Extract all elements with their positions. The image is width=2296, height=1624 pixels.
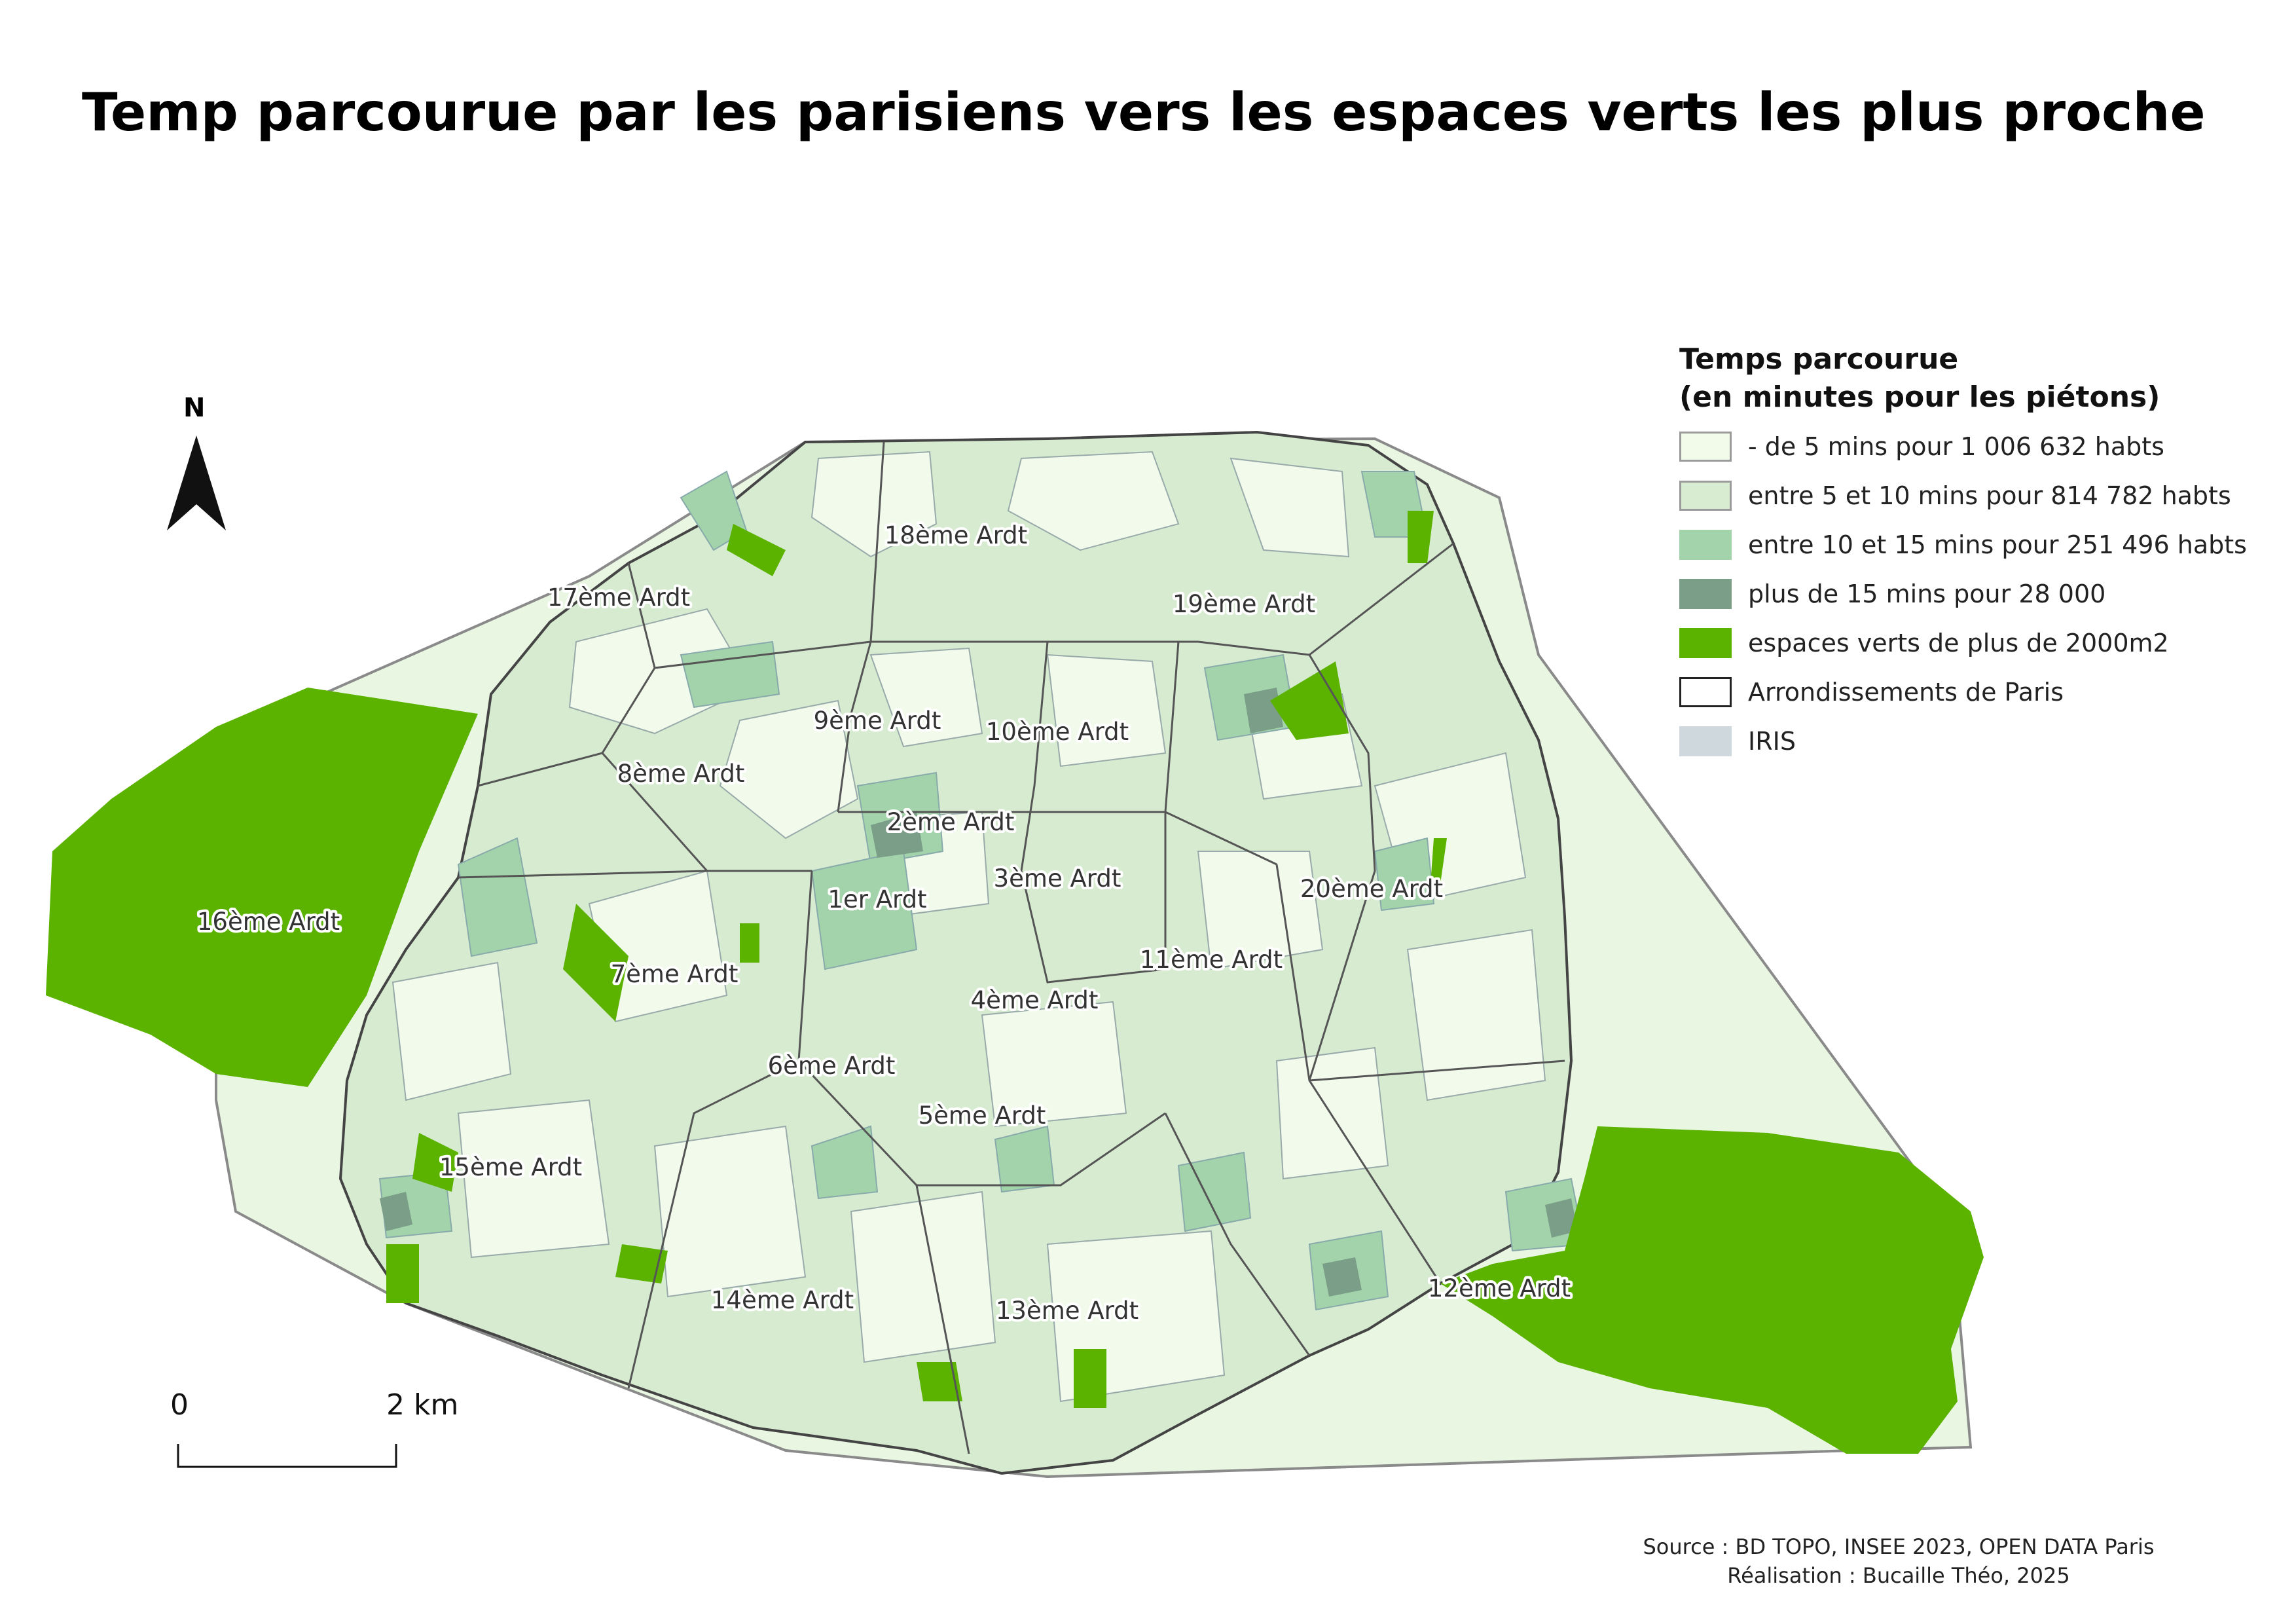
legend-item: IRIS bbox=[1679, 716, 2269, 766]
legend-swatch-5-10 bbox=[1679, 480, 1732, 511]
north-label: N bbox=[183, 393, 206, 423]
legend-swatch-under-5 bbox=[1679, 431, 1732, 462]
label-ardt-12: 12ème Ardt bbox=[1428, 1274, 1571, 1302]
label-ardt-9: 9ème Ardt bbox=[814, 707, 941, 735]
scale-end-label: 2 km bbox=[386, 1388, 459, 1422]
map-title: Temp parcourue par les parisiens vers le… bbox=[82, 82, 2206, 143]
legend: Temps parcourue (en minutes pour les pié… bbox=[1679, 341, 2269, 766]
label-ardt-20: 20ème Ardt bbox=[1300, 875, 1443, 903]
legend-label: entre 10 et 15 mins pour 251 496 habts bbox=[1748, 530, 2247, 559]
label-ardt-3: 3ème Ardt bbox=[994, 864, 1121, 893]
legend-title-line1: Temps parcourue bbox=[1679, 342, 1959, 376]
legend-item: - de 5 mins pour 1 006 632 habts bbox=[1679, 422, 2269, 471]
label-ardt-8: 8ème Ardt bbox=[617, 760, 745, 788]
north-arrow: N bbox=[157, 393, 236, 530]
bois-de-boulogne bbox=[46, 688, 478, 1087]
legend-item: espaces verts de plus de 2000m2 bbox=[1679, 618, 2269, 667]
author-line: Réalisation : Bucaille Théo, 2025 bbox=[1727, 1563, 2070, 1588]
zone-over-15-min bbox=[380, 688, 1578, 1297]
legend-item: Arrondissements de Paris bbox=[1679, 667, 2269, 716]
legend-item: entre 10 et 15 mins pour 251 496 habts bbox=[1679, 520, 2269, 569]
label-ardt-7: 7ème Ardt bbox=[611, 960, 738, 988]
legend-label: IRIS bbox=[1748, 726, 1796, 756]
bois-de-vincennes bbox=[1440, 1126, 1984, 1454]
legend-swatch-arrondissement bbox=[1679, 676, 1732, 707]
label-ardt-16: 16ème Ardt bbox=[197, 908, 340, 936]
legend-swatch-over-15 bbox=[1679, 578, 1732, 609]
legend-label: Arrondissements de Paris bbox=[1748, 677, 2064, 707]
label-ardt-19: 19ème Ardt bbox=[1173, 590, 1315, 618]
label-ardt-14: 14ème Ardt bbox=[711, 1286, 854, 1314]
legend-item: entre 5 et 10 mins pour 814 782 habts bbox=[1679, 471, 2269, 520]
label-ardt-17: 17ème Ardt bbox=[547, 583, 690, 612]
legend-label: espaces verts de plus de 2000m2 bbox=[1748, 628, 2169, 657]
label-ardt-10: 10ème Ardt bbox=[986, 718, 1129, 746]
label-ardt-15: 15ème Ardt bbox=[439, 1153, 582, 1181]
legend-swatch-iris bbox=[1679, 726, 1732, 756]
label-ardt-4: 4ème Ardt bbox=[971, 986, 1099, 1014]
label-ardt-11: 11ème Ardt bbox=[1140, 946, 1283, 974]
label-ardt-13: 13ème Ardt bbox=[996, 1297, 1139, 1325]
arrondissement-labels: 1er Ardt 2ème Ardt 3ème Ardt 4ème Ardt 5… bbox=[194, 519, 1573, 1327]
scale-bar: 0 2 km bbox=[170, 1388, 471, 1480]
legend-label: - de 5 mins pour 1 006 632 habts bbox=[1748, 432, 2164, 461]
legend-title-line2: (en minutes pour les piétons) bbox=[1679, 380, 2160, 414]
label-ardt-18: 18ème Ardt bbox=[884, 521, 1027, 549]
source-line: Source : BD TOPO, INSEE 2023, OPEN DATA … bbox=[1643, 1534, 2155, 1559]
legend-swatch-10-15 bbox=[1679, 529, 1732, 560]
arrondissement-boundaries bbox=[458, 441, 1565, 1454]
label-ardt-6: 6ème Ardt bbox=[768, 1052, 896, 1080]
north-arrow-icon bbox=[167, 435, 226, 530]
legend-swatch-green-space bbox=[1679, 627, 1732, 658]
label-ardt-5: 5ème Ardt bbox=[919, 1101, 1046, 1130]
source-credits: Source : BD TOPO, INSEE 2023, OPEN DATA … bbox=[1571, 1532, 2226, 1590]
legend-item: plus de 15 mins pour 28 000 bbox=[1679, 569, 2269, 618]
green-spaces bbox=[46, 511, 1984, 1454]
label-ardt-2: 2ème Ardt bbox=[887, 808, 1015, 836]
scale-start-label: 0 bbox=[170, 1388, 189, 1422]
legend-label: plus de 15 mins pour 28 000 bbox=[1748, 579, 2106, 608]
scale-bar-line bbox=[177, 1444, 397, 1468]
zone-under-5-min bbox=[392, 451, 1546, 1403]
label-ardt-1: 1er Ardt bbox=[828, 885, 926, 913]
legend-label: entre 5 et 10 mins pour 814 782 habts bbox=[1748, 481, 2231, 510]
